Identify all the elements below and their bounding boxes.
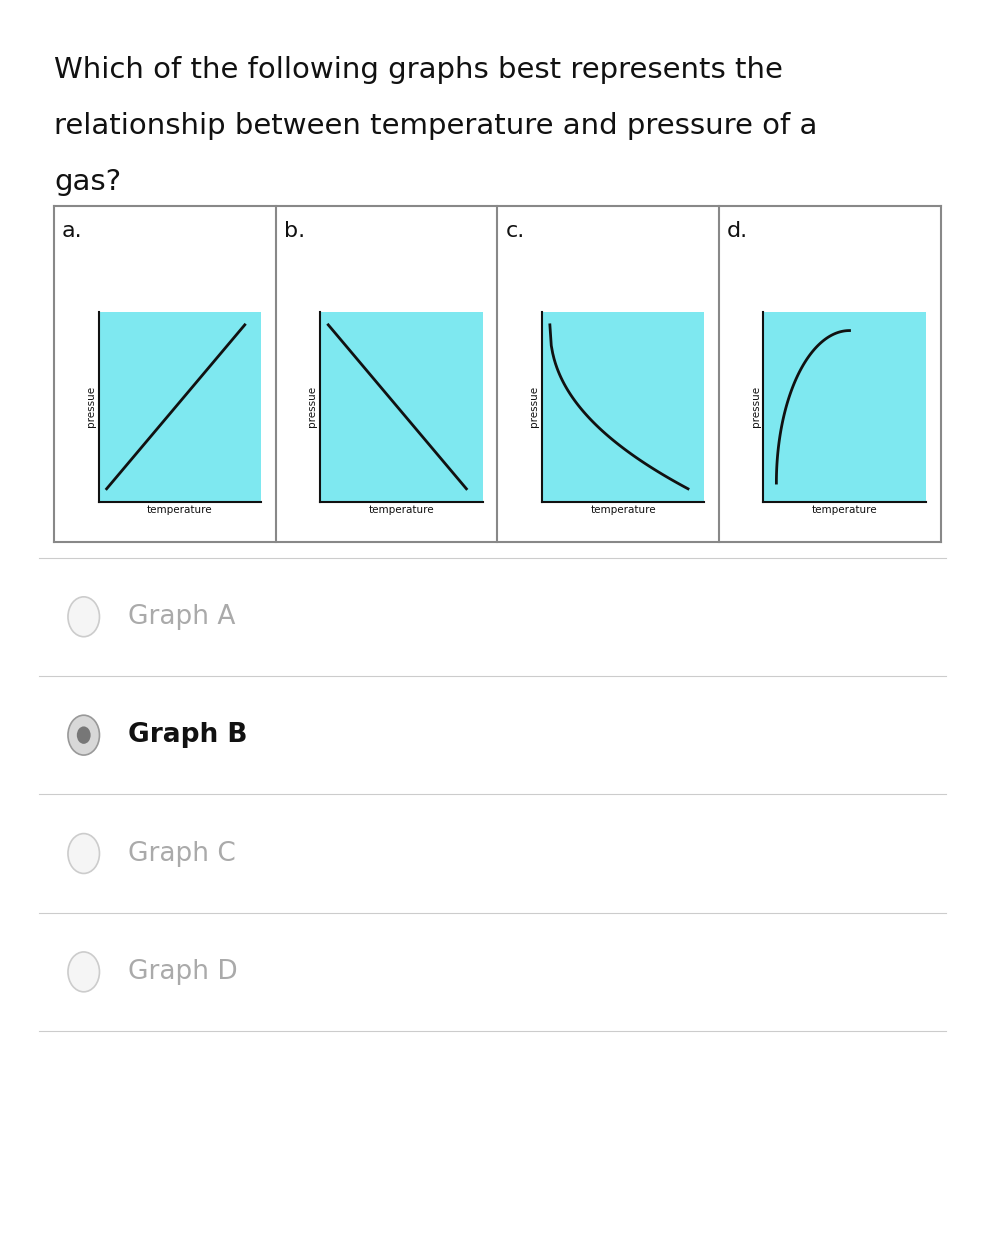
Text: c.: c. [505, 221, 525, 240]
Text: Graph A: Graph A [128, 604, 235, 629]
Y-axis label: pressue: pressue [86, 386, 96, 427]
Y-axis label: pressue: pressue [751, 386, 760, 427]
Text: Which of the following graphs best represents the: Which of the following graphs best repre… [54, 56, 783, 83]
Text: a.: a. [62, 221, 83, 240]
Text: d.: d. [727, 221, 748, 240]
X-axis label: temperature: temperature [812, 505, 878, 515]
X-axis label: temperature: temperature [368, 505, 434, 515]
X-axis label: temperature: temperature [147, 505, 213, 515]
Text: Graph D: Graph D [128, 959, 237, 984]
Text: relationship between temperature and pressure of a: relationship between temperature and pre… [54, 112, 818, 140]
Y-axis label: pressue: pressue [529, 386, 539, 427]
Text: Graph C: Graph C [128, 841, 235, 866]
Text: Graph B: Graph B [128, 723, 247, 748]
X-axis label: temperature: temperature [590, 505, 656, 515]
Y-axis label: pressue: pressue [307, 386, 317, 427]
Text: gas?: gas? [54, 168, 121, 196]
Text: b.: b. [284, 221, 304, 240]
